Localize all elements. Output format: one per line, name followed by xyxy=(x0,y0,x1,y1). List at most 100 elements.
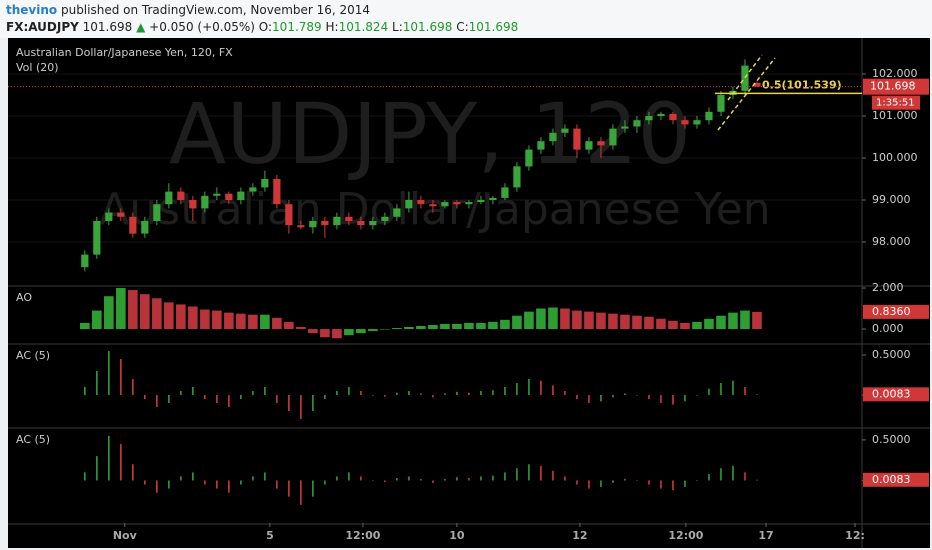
candle-body xyxy=(477,199,485,203)
histogram-bar xyxy=(308,329,318,334)
x-tick-label: 10 xyxy=(449,529,465,542)
y-tick-label: 2.000 xyxy=(872,281,904,294)
histogram-bar xyxy=(216,480,218,489)
candle-body xyxy=(453,202,461,205)
author[interactable]: thevino xyxy=(6,3,58,17)
histogram-bar xyxy=(236,313,246,330)
histogram-bar xyxy=(132,379,134,395)
histogram-bar xyxy=(464,322,474,330)
histogram-bar xyxy=(264,472,266,481)
histogram-bar xyxy=(624,478,626,481)
histogram-bar xyxy=(552,470,554,481)
histogram-bar xyxy=(504,472,506,481)
histogram-bar xyxy=(672,395,674,405)
histogram-bar xyxy=(696,395,698,396)
y-tick-label: 0.000 xyxy=(872,322,904,335)
histogram-bar xyxy=(120,443,122,481)
histogram-bar xyxy=(492,475,494,481)
histogram-bar xyxy=(300,395,302,419)
candle-body xyxy=(669,113,677,121)
histogram-bar xyxy=(624,393,626,395)
histogram-bar xyxy=(164,302,174,330)
histogram-bar xyxy=(716,315,726,330)
last-value-box xyxy=(863,472,929,487)
ohlc-label: H: xyxy=(325,20,339,34)
histogram-bar xyxy=(288,395,290,411)
histogram-bar xyxy=(372,395,374,396)
histogram-bar xyxy=(320,329,330,338)
histogram-bar xyxy=(180,391,182,395)
histogram-bar xyxy=(524,311,534,330)
histogram-bar xyxy=(344,329,354,336)
candle-body xyxy=(645,115,653,121)
watermark-symbol: AUDJPY, 120 xyxy=(169,85,691,183)
histogram-bar xyxy=(672,480,674,491)
candle-body xyxy=(189,199,197,209)
histogram-bar xyxy=(260,314,270,330)
histogram-bar xyxy=(684,395,686,402)
histogram-bar xyxy=(540,380,542,395)
y-tick-label: 102.000 xyxy=(872,67,918,80)
histogram-bar xyxy=(348,387,350,395)
histogram-bar xyxy=(156,395,158,407)
histogram-bar xyxy=(96,371,98,395)
candle-body xyxy=(261,178,269,188)
candle-body xyxy=(321,220,329,226)
histogram-bar xyxy=(92,310,102,330)
candle-body xyxy=(681,120,689,125)
histogram-bar xyxy=(728,312,738,330)
histogram-bar xyxy=(660,480,662,489)
histogram-bar xyxy=(168,480,170,489)
histogram-bar xyxy=(384,480,386,483)
candle-body xyxy=(309,220,317,228)
candle-body xyxy=(357,220,365,226)
histogram-bar xyxy=(108,351,110,395)
histogram-bar xyxy=(180,476,182,481)
candle-body xyxy=(153,204,161,221)
candle-body xyxy=(537,141,545,150)
histogram-bar xyxy=(612,395,614,398)
candle-body xyxy=(633,120,641,127)
histogram-bar xyxy=(648,480,650,485)
x-tick-label: 12: xyxy=(845,529,865,542)
histogram-bar xyxy=(560,308,570,330)
histogram-bar xyxy=(744,472,746,481)
symbol: FX:AUDJPY xyxy=(6,20,79,34)
ohlc-value: 101.789 xyxy=(272,20,322,34)
histogram-bar xyxy=(708,388,710,395)
histogram-bar xyxy=(144,480,146,485)
histogram-bar xyxy=(516,468,518,481)
candle-body xyxy=(597,141,605,146)
histogram-bar xyxy=(384,395,386,397)
candle-body xyxy=(201,195,209,209)
histogram-bar xyxy=(548,307,558,330)
y-tick-label: 99.000 xyxy=(872,193,911,206)
histogram-bar xyxy=(456,477,458,481)
last-value-label: 0.0083 xyxy=(872,387,911,400)
histogram-bar xyxy=(312,480,314,497)
histogram-bar xyxy=(368,329,378,332)
histogram-bar xyxy=(276,480,278,489)
candle-body xyxy=(609,128,617,146)
last-value-label: 0.0083 xyxy=(872,473,911,486)
ohlc-value: 101.698 xyxy=(402,20,453,34)
chart-title: Australian Dollar/Japanese Yen, 120, FX xyxy=(16,46,233,59)
histogram-bar xyxy=(620,314,630,330)
candle-body xyxy=(741,65,749,91)
histogram-bar xyxy=(720,383,722,395)
y-tick-label: 98.000 xyxy=(872,235,911,248)
histogram-bar xyxy=(152,298,162,330)
histogram-bar xyxy=(248,314,258,330)
histogram-bar xyxy=(528,379,530,395)
histogram-bar xyxy=(488,321,498,330)
histogram-bar xyxy=(324,480,326,485)
histogram-bar xyxy=(168,395,170,403)
candle-body xyxy=(417,199,425,205)
candle-body xyxy=(561,128,569,133)
candle-body xyxy=(525,149,533,167)
histogram-bar xyxy=(360,476,362,481)
histogram-bar xyxy=(284,321,294,330)
histogram-bar xyxy=(396,392,398,395)
